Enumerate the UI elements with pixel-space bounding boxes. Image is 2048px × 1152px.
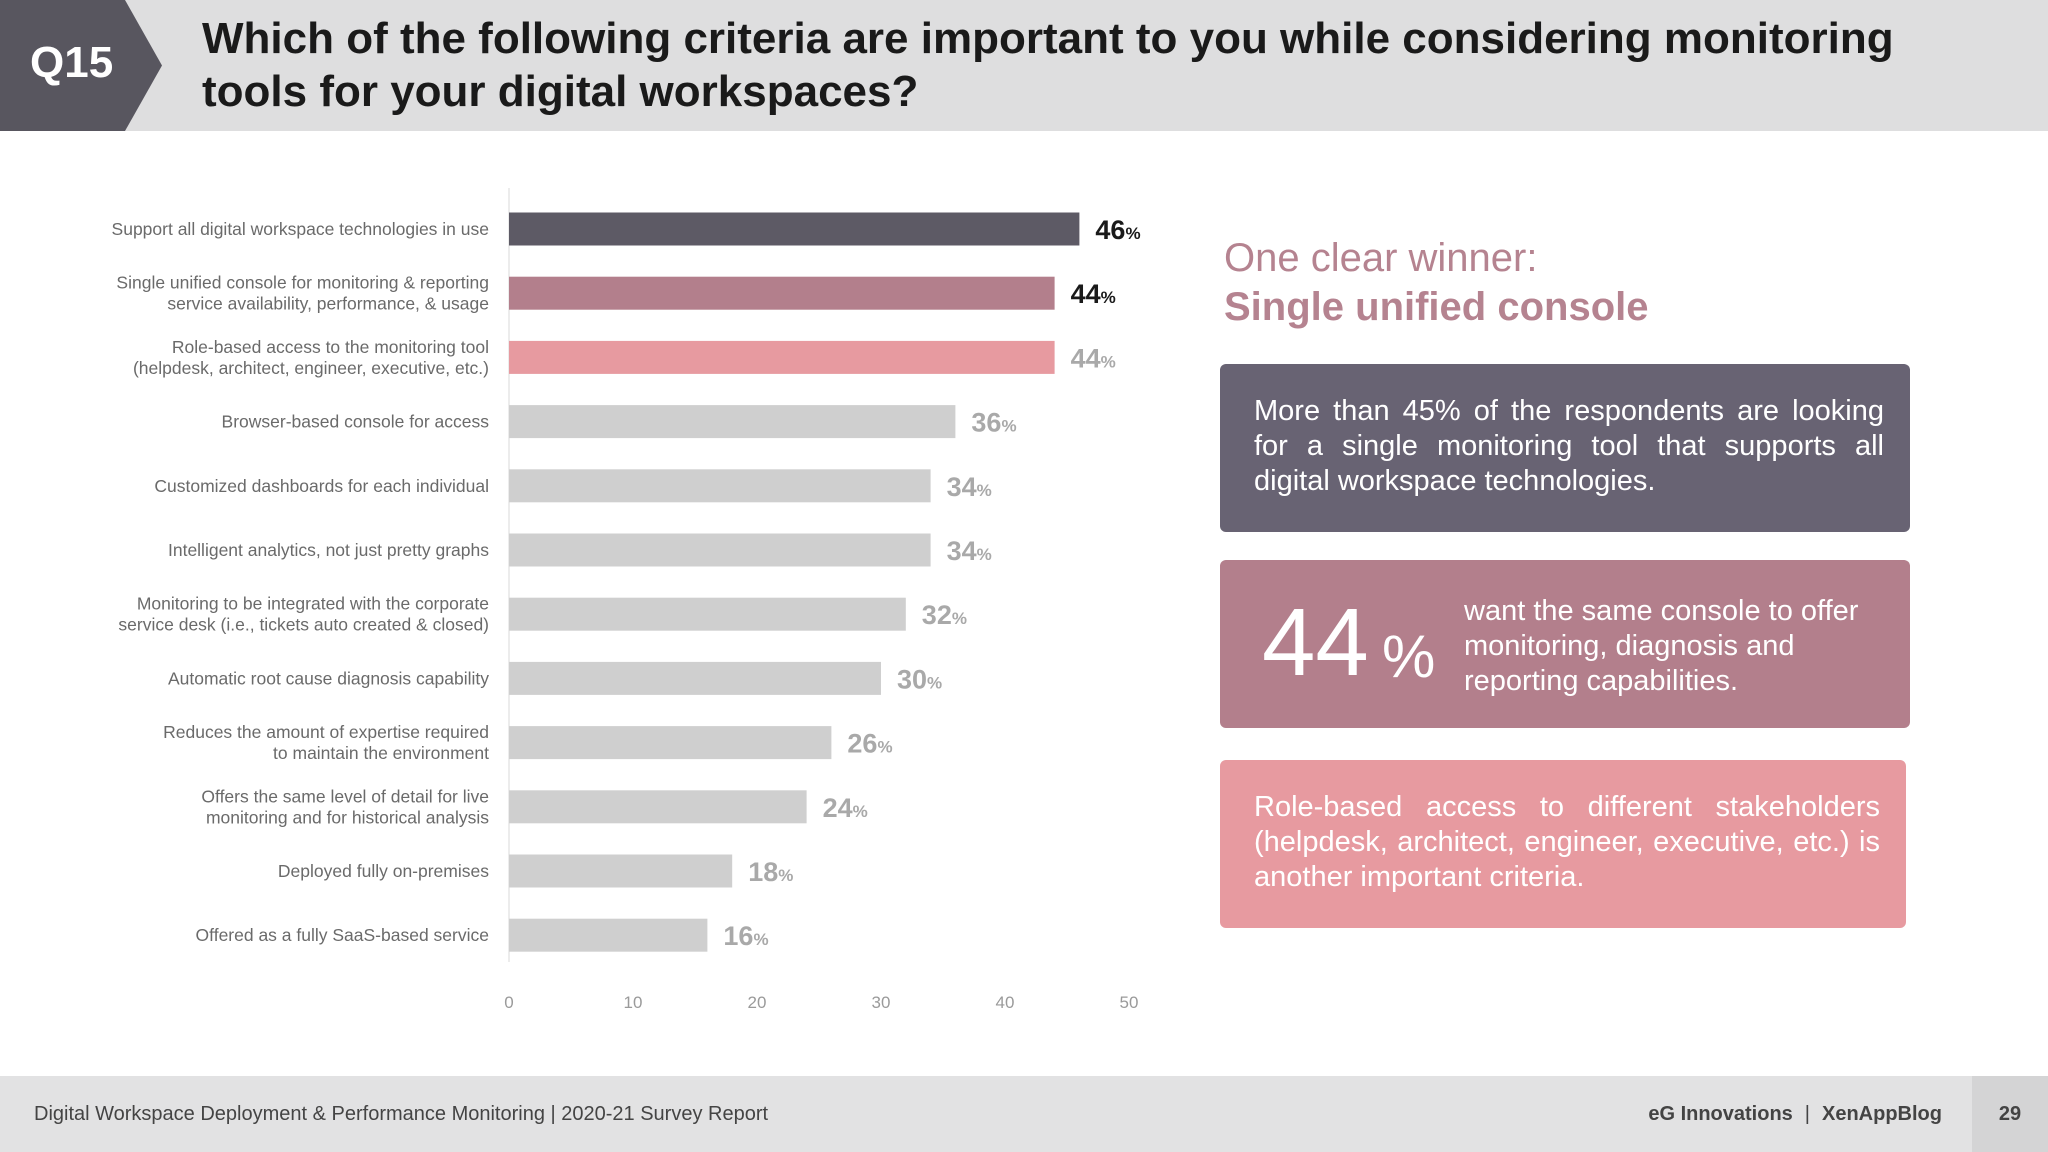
category-label-12: Offered as a fully SaaS-based service xyxy=(196,925,489,945)
stat-percent-sign: % xyxy=(1382,623,1436,690)
value-label-11: 18% xyxy=(748,857,793,887)
x-tick-label-30: 30 xyxy=(872,993,891,1012)
footer-bar: Digital Workspace Deployment & Performan… xyxy=(0,1076,2048,1152)
x-tick-label-10: 10 xyxy=(624,993,643,1012)
category-label-8: Automatic root cause diagnosis capabilit… xyxy=(168,668,489,688)
x-tick-label-20: 20 xyxy=(748,993,767,1012)
page-title: Which of the following criteria are impo… xyxy=(202,14,1894,116)
x-tick-label-50: 50 xyxy=(1120,993,1139,1012)
category-label-5: Customized dashboards for each individua… xyxy=(154,476,489,496)
insight-text-single-tool: More than 45% of the respondents are loo… xyxy=(1254,395,1884,497)
category-label-1: Support all digital workspace technologi… xyxy=(112,219,489,239)
page-number: 29 xyxy=(1998,1103,2022,1125)
bar-chart: Support all digital workspace technologi… xyxy=(0,180,1180,1020)
category-label-10: Offers the same level of detail for live… xyxy=(201,786,489,827)
value-label-7: 32% xyxy=(922,600,967,630)
category-label-9: Reduces the amount of expertise required… xyxy=(163,722,489,763)
bar-2 xyxy=(509,276,1055,310)
bar-chart-svg: Support all digital workspace technologi… xyxy=(112,188,1141,1012)
bar-1 xyxy=(509,212,1080,246)
brand-separator: | xyxy=(1804,1103,1810,1125)
bar-11 xyxy=(509,854,733,888)
brand-xenappblog: XenAppBlog xyxy=(1822,1103,1942,1125)
category-label-2: Single unified console for monitoring & … xyxy=(116,273,489,314)
value-label-1: 46% xyxy=(1095,215,1140,245)
bar-5 xyxy=(509,469,931,503)
bar-9 xyxy=(509,726,832,760)
footer-brands: eG Innovations | XenAppBlog xyxy=(1648,1103,1942,1126)
value-label-8: 30% xyxy=(897,664,942,694)
question-badge: Q15 xyxy=(0,0,165,131)
bar-12 xyxy=(509,918,708,952)
bar-10 xyxy=(509,790,807,824)
value-label-6: 34% xyxy=(947,536,992,566)
page-number-box: 29 xyxy=(1972,1076,2048,1152)
insight-box-same-console: 44 % want the same console to offer moni… xyxy=(1220,560,1910,728)
winner-intro: One clear winner: xyxy=(1224,236,1538,280)
bar-8 xyxy=(509,661,881,695)
x-tick-label-40: 40 xyxy=(996,993,1015,1012)
insight-box-role-based: Role-based access to different stakehold… xyxy=(1220,760,1906,928)
report-title: Digital Workspace Deployment & Performan… xyxy=(34,1103,769,1125)
insight-box-single-tool: More than 45% of the respondents are loo… xyxy=(1220,364,1910,532)
bar-4 xyxy=(509,405,956,439)
value-label-2: 44% xyxy=(1071,279,1116,309)
value-label-9: 26% xyxy=(847,729,892,759)
winner-highlight: Single unified console xyxy=(1224,285,1649,329)
value-label-5: 34% xyxy=(947,472,992,502)
value-label-3: 44% xyxy=(1071,343,1116,373)
category-label-4: Browser-based console for access xyxy=(222,412,490,432)
insight-text-role-based: Role-based access to different stakehold… xyxy=(1254,791,1880,893)
header-bar: Q15 Which of the following criteria are … xyxy=(0,0,2048,131)
insight-text-same-console: want the same console to offer monitorin… xyxy=(1464,595,1859,697)
value-label-4: 36% xyxy=(971,408,1016,438)
value-label-10: 24% xyxy=(823,793,868,823)
bar-6 xyxy=(509,533,931,567)
bar-3 xyxy=(509,340,1055,374)
category-label-11: Deployed fully on-premises xyxy=(278,861,489,881)
value-label-12: 16% xyxy=(723,921,768,951)
brand-eg-innovations: eG Innovations xyxy=(1648,1103,1793,1125)
question-number: Q15 xyxy=(30,38,114,87)
bar-7 xyxy=(509,597,906,631)
category-label-6: Intelligent analytics, not just pretty g… xyxy=(168,540,489,560)
stat-number: 44 xyxy=(1262,589,1369,696)
category-label-3: Role-based access to the monitoring tool… xyxy=(133,337,489,378)
x-tick-label-0: 0 xyxy=(504,993,513,1012)
category-label-7: Monitoring to be integrated with the cor… xyxy=(118,594,489,635)
